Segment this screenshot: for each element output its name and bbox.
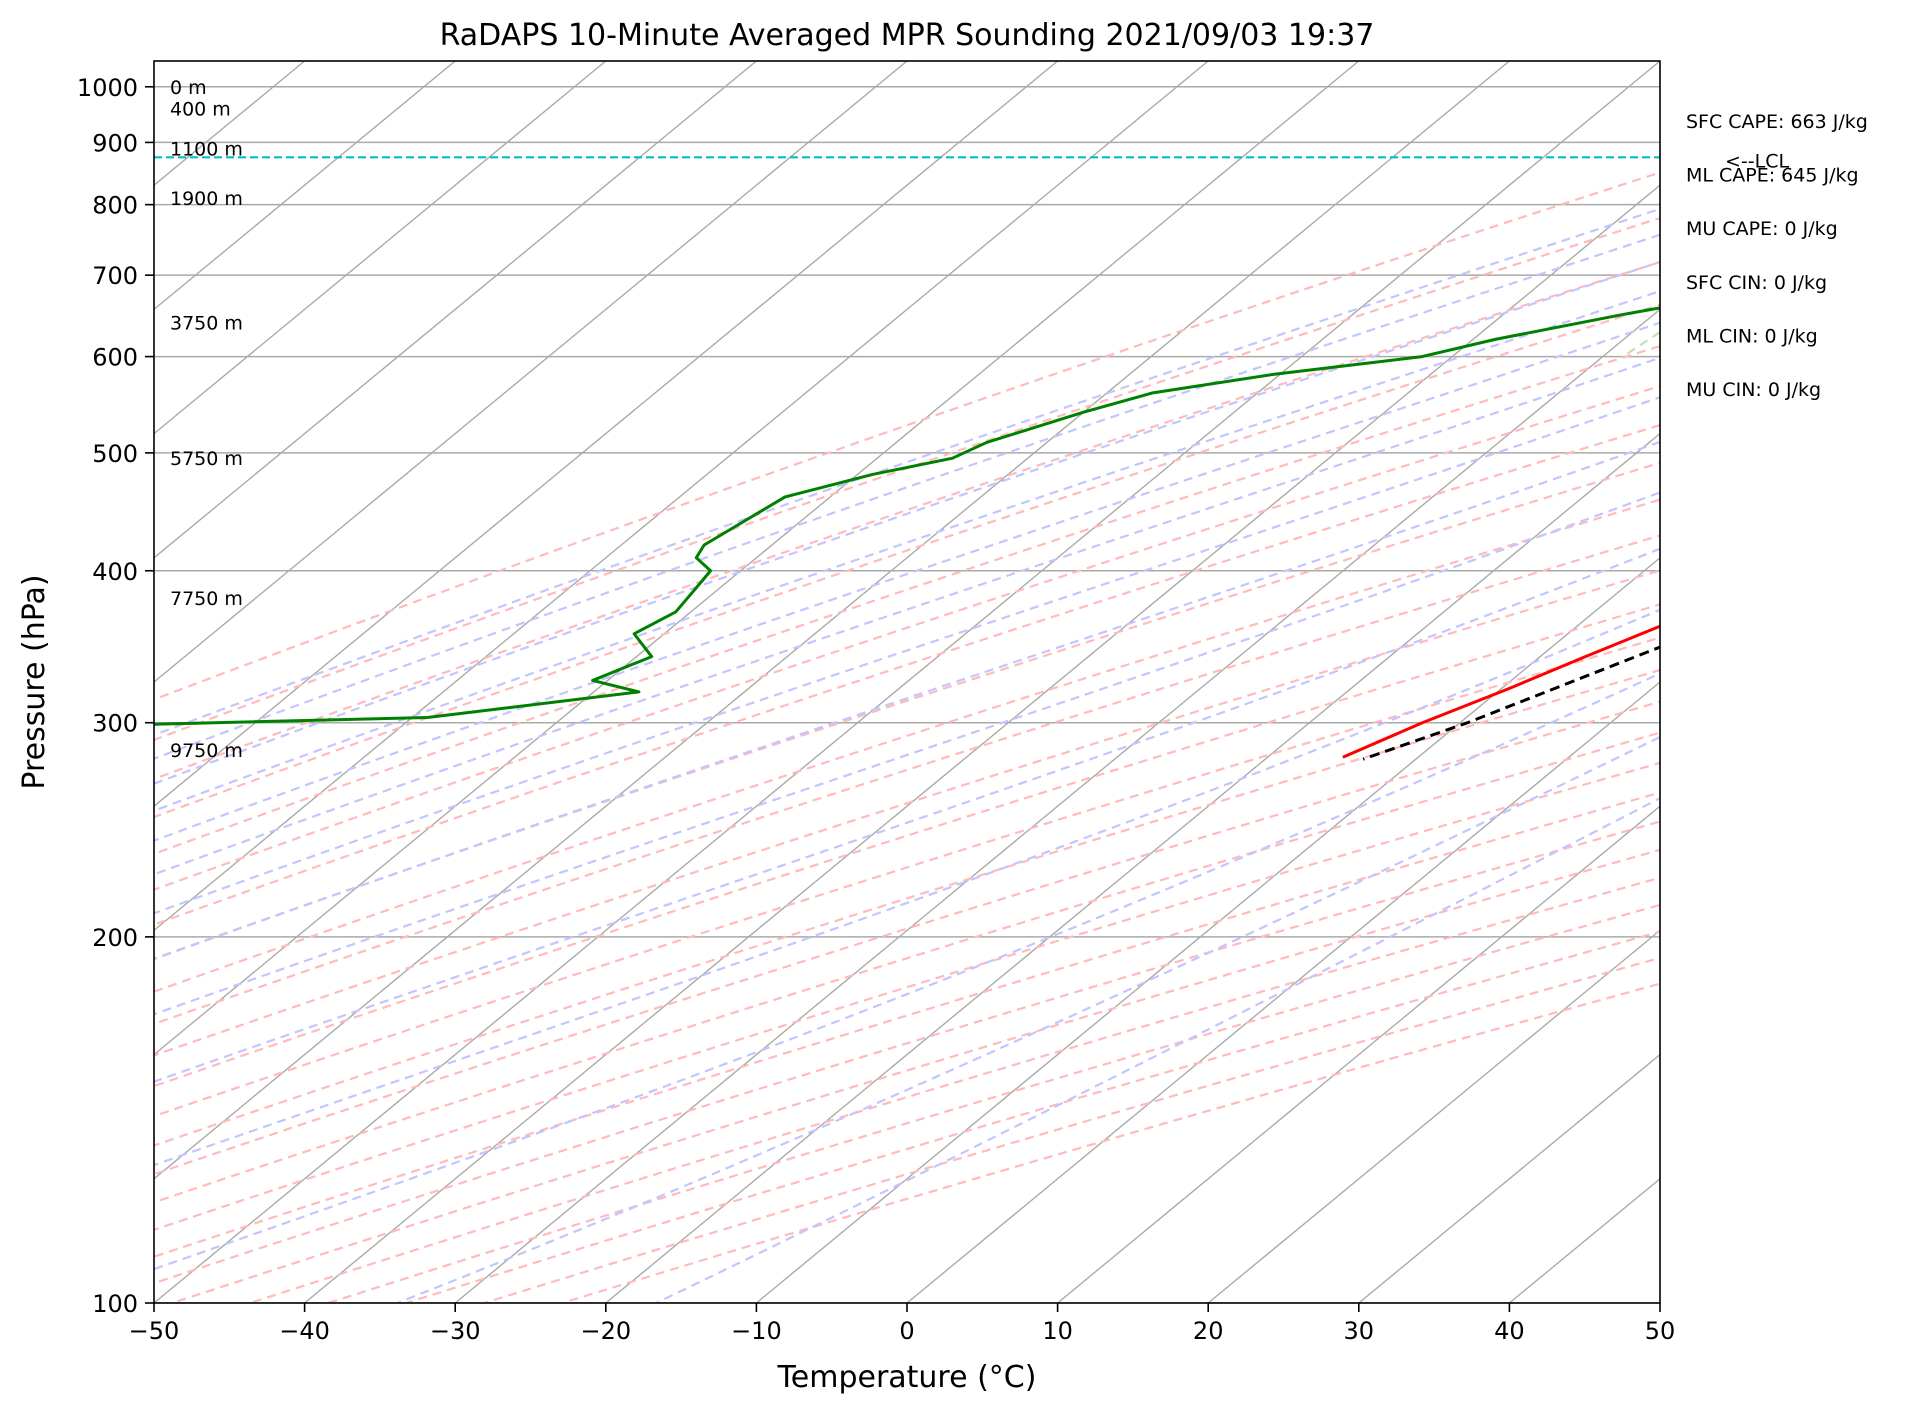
moist-adiabat-line bbox=[154, 396, 1660, 915]
dewpoint-profile-line bbox=[154, 306, 1660, 726]
x-tick-label: 10 bbox=[1042, 1317, 1073, 1345]
mixing-ratio-line bbox=[1707, 61, 1911, 357]
mixing-ratio-line bbox=[1622, 330, 1660, 358]
stat-line: SFC CAPE: 663 J/kg bbox=[1686, 111, 1868, 133]
height-label: 1900 m bbox=[170, 188, 243, 210]
dry-adiabat-line bbox=[171, 848, 1660, 1303]
isotherm-line bbox=[755, 556, 1660, 1303]
moist-adiabat-line bbox=[154, 356, 1660, 876]
dry-adiabat-line bbox=[154, 171, 1660, 701]
isotherm-line bbox=[154, 61, 1510, 1180]
height-label: 0 m bbox=[170, 77, 207, 99]
x-tick-label: 50 bbox=[1645, 1317, 1676, 1345]
dry-adiabat-line bbox=[154, 344, 1660, 856]
moist-adiabat-line bbox=[154, 672, 1660, 1271]
x-tick-label: −20 bbox=[580, 1317, 631, 1345]
dry-adiabat-line bbox=[154, 820, 1660, 1285]
y-tick-label: 500 bbox=[92, 440, 138, 468]
height-label: 5750 m bbox=[170, 448, 243, 470]
height-label: 3750 m bbox=[170, 313, 243, 335]
dry-adiabat-line bbox=[154, 423, 1660, 926]
dry-adiabat-line bbox=[561, 982, 1660, 1303]
y-tick-label: 900 bbox=[92, 129, 138, 157]
y-axis-label: Pressure (hPa) bbox=[17, 574, 52, 789]
moist-adiabat-line bbox=[396, 735, 1660, 1303]
dry-adiabat-line bbox=[154, 569, 1660, 1057]
isotherm-line bbox=[154, 61, 1360, 1056]
profile-lines bbox=[154, 306, 1660, 761]
stat-line: ML CAPE: 645 J/kg bbox=[1686, 165, 1859, 187]
y-tick-label: 600 bbox=[92, 344, 138, 372]
y-axis-ticks: 1000 900 800 700 600 500 400 300 200 100 bbox=[77, 74, 154, 1318]
isotherm-line bbox=[605, 432, 1660, 1303]
isotherm-line bbox=[154, 61, 607, 435]
moist-adiabat-line bbox=[154, 233, 1660, 760]
x-tick-label: −30 bbox=[430, 1317, 481, 1345]
stat-line: SFC CIN: 0 J/kg bbox=[1686, 272, 1827, 294]
y-tick-label: 200 bbox=[92, 924, 138, 952]
isotherm-line bbox=[1659, 1302, 1660, 1303]
dry-adiabat-line bbox=[154, 700, 1660, 1176]
dry-adiabat-line bbox=[154, 303, 1660, 819]
isotherm-line bbox=[906, 681, 1660, 1303]
moist-adiabat-line bbox=[154, 289, 1660, 812]
y-tick-label: 300 bbox=[92, 710, 138, 738]
dry-adiabat-line bbox=[154, 603, 1660, 1088]
isotherm-line bbox=[154, 61, 908, 683]
dry-adiabat-line bbox=[154, 636, 1660, 1118]
dry-adiabat-line bbox=[154, 731, 1660, 1204]
y-tick-label: 1000 bbox=[77, 74, 138, 102]
stat-line: ML CIN: 0 J/kg bbox=[1686, 325, 1818, 347]
y-tick-label: 700 bbox=[92, 262, 138, 290]
stat-line: MU CIN: 0 J/kg bbox=[1686, 379, 1821, 401]
moist-adiabat-line bbox=[154, 440, 1660, 961]
moist-adiabat-line bbox=[154, 260, 1660, 785]
moist-adiabat-line bbox=[154, 321, 1660, 842]
height-label: 9750 m bbox=[170, 740, 243, 762]
isotherm-line bbox=[154, 61, 456, 311]
x-tick-label: −40 bbox=[279, 1317, 330, 1345]
y-tick-label: 100 bbox=[92, 1290, 138, 1318]
dry-adiabat-line bbox=[154, 761, 1660, 1232]
chart-title: RaDAPS 10-Minute Averaged MPR Sounding 2… bbox=[440, 18, 1375, 53]
height-label: 1100 m bbox=[170, 138, 243, 160]
isotherm-line bbox=[154, 61, 1059, 808]
dry-adiabat-line bbox=[154, 260, 1660, 781]
mixing-ratio-line bbox=[1905, 61, 1911, 357]
y-tick-label: 400 bbox=[92, 558, 138, 586]
isotherm-line bbox=[1358, 1053, 1660, 1303]
temperature-profile-line bbox=[1342, 624, 1660, 759]
x-tick-label: 0 bbox=[899, 1317, 914, 1345]
isotherm-line bbox=[154, 61, 1209, 932]
y-tick-label: 800 bbox=[92, 192, 138, 220]
stat-line: MU CAPE: 0 J/kg bbox=[1686, 218, 1838, 240]
x-tick-label: −50 bbox=[129, 1317, 180, 1345]
isotherm-line bbox=[1207, 929, 1660, 1303]
dry-adiabat-line bbox=[405, 930, 1660, 1303]
height-label: 400 m bbox=[170, 98, 231, 120]
x-axis-label: Temperature (°C) bbox=[777, 1360, 1037, 1395]
x-tick-label: 30 bbox=[1344, 1317, 1375, 1345]
isotherm-line bbox=[0, 61, 3, 1303]
isotherm-line bbox=[1057, 805, 1660, 1303]
height-label: 7750 m bbox=[170, 588, 243, 610]
x-tick-label: 40 bbox=[1494, 1317, 1525, 1345]
x-tick-label: −10 bbox=[731, 1317, 782, 1345]
isotherm-line bbox=[154, 61, 757, 559]
background-reference-lines bbox=[0, 61, 1911, 1303]
mixing-ratio-line bbox=[1829, 61, 1911, 357]
isotherm-line bbox=[154, 61, 1660, 1303]
parcel-path-line bbox=[1362, 645, 1660, 761]
isotherm-line bbox=[454, 308, 1660, 1303]
x-axis-ticks: −50 −40 −30 −20 −10 0 10 20 30 40 50 bbox=[129, 1303, 1676, 1345]
moist-adiabat-line bbox=[154, 547, 1660, 1083]
x-tick-label: 20 bbox=[1193, 1317, 1224, 1345]
lcl-label: <--LCL bbox=[1725, 150, 1789, 172]
stats-panel: SFC CAPE: 663 J/kg ML CAPE: 645 J/kg MU CA… bbox=[1686, 111, 1868, 401]
